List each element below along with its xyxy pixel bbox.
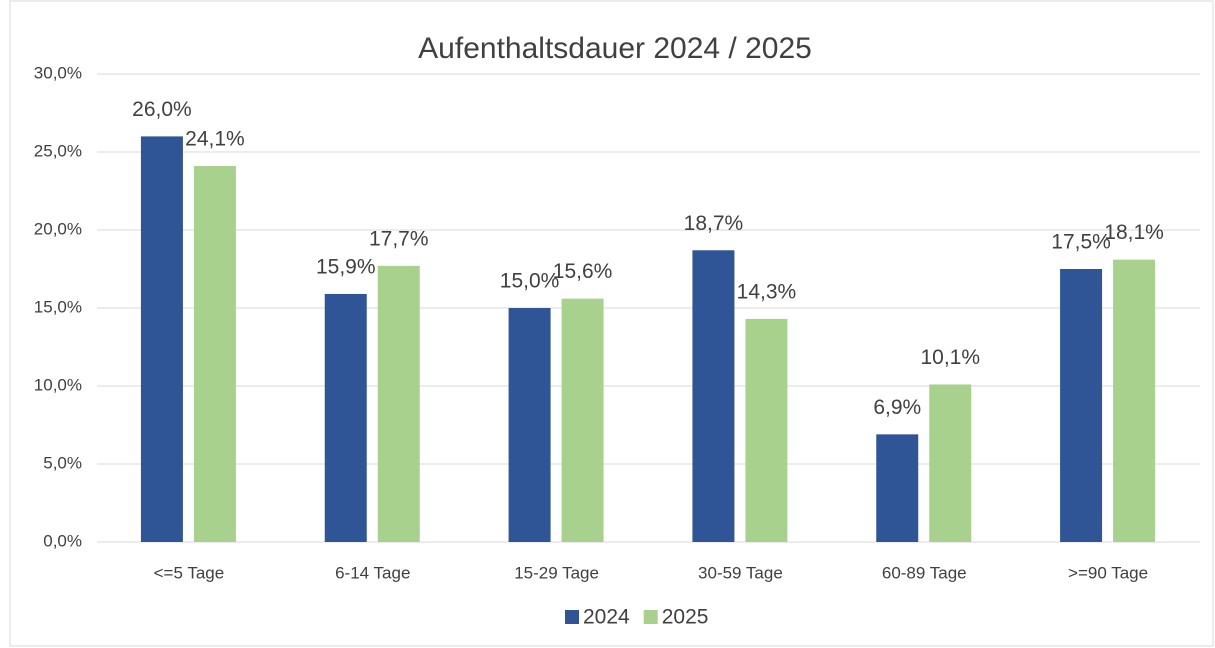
value-label: 14,3% [737, 280, 797, 303]
x-tick-label: <=5 Tage [154, 563, 225, 582]
legend-swatch [565, 610, 579, 624]
x-tick-label: 30-59 Tage [698, 563, 783, 582]
y-tick-label: 20,0% [34, 219, 82, 238]
y-tick-label: 0,0% [43, 531, 82, 550]
bar [745, 318, 788, 542]
x-tick-label: 60-89 Tage [882, 563, 967, 582]
chart-title: Aufenthaltsdauer 2024 / 2025 [418, 32, 812, 65]
value-label: 18,1% [1104, 221, 1164, 244]
value-label: 26,0% [132, 98, 192, 121]
bar [929, 384, 972, 542]
legend-label: 2024 [583, 606, 630, 629]
bar [508, 308, 551, 542]
bar [140, 136, 183, 542]
bar [193, 166, 236, 543]
value-label: 17,5% [1051, 231, 1111, 254]
legend-swatch [643, 610, 658, 624]
y-tick-label: 25,0% [34, 141, 82, 160]
value-label: 18,7% [684, 212, 744, 235]
y-tick-label: 5,0% [43, 453, 82, 472]
x-tick-label: >=90 Tage [1068, 563, 1148, 582]
value-label: 6,9% [873, 396, 921, 419]
value-label: 15,9% [316, 256, 376, 279]
value-label: 15,0% [500, 270, 560, 293]
value-label: 17,7% [369, 227, 429, 250]
y-tick-label: 15,0% [34, 297, 82, 316]
bar [1113, 259, 1156, 542]
value-label: 10,1% [920, 346, 980, 369]
legend-label: 2025 [662, 606, 709, 629]
bar [1060, 269, 1103, 542]
bar [324, 293, 367, 542]
value-label: 24,1% [185, 128, 245, 151]
bar [876, 434, 919, 542]
y-tick-label: 10,0% [34, 375, 82, 394]
bar [561, 298, 604, 542]
value-label: 15,6% [553, 260, 613, 283]
bar [377, 265, 420, 542]
x-tick-label: 6-14 Tage [335, 563, 410, 582]
x-tick-label: 15-29 Tage [514, 563, 599, 582]
y-tick-label: 30,0% [34, 63, 82, 82]
bar [692, 250, 735, 542]
